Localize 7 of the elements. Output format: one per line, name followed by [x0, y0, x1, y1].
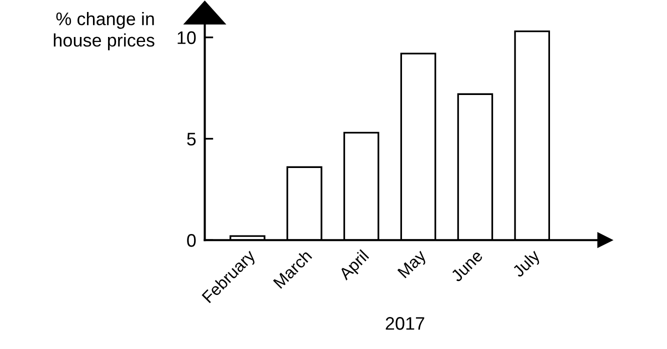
- y-axis-title: % change in house prices: [54, 12, 154, 50]
- x-tick-label: July: [511, 248, 544, 280]
- y-tick-label: 10: [178, 31, 196, 44]
- x-tick-label: May: [397, 248, 430, 281]
- y-tick-label: 0: [187, 234, 196, 247]
- y-tick-label: 5: [187, 132, 196, 146]
- x-axis-title: 2017: [386, 317, 424, 330]
